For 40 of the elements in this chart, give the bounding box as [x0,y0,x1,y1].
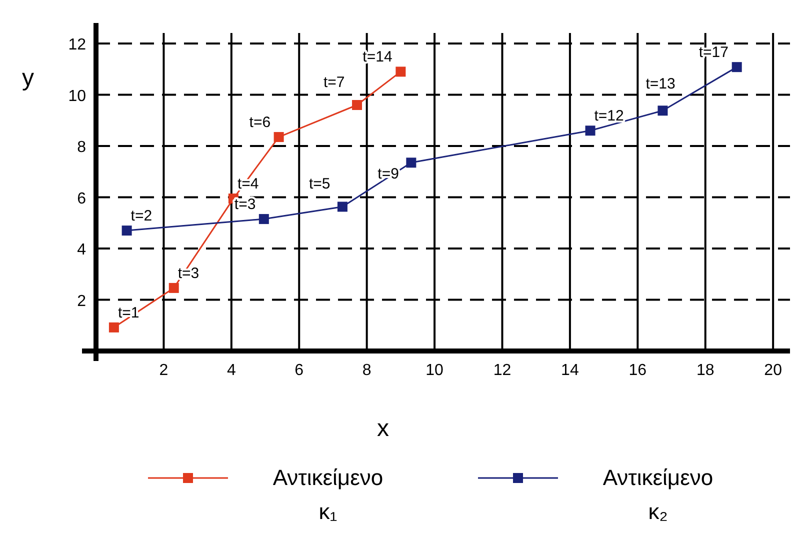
legend-label: Αντικείμενο κ₂ [602,465,714,524]
point [274,132,284,142]
point [108,322,119,332]
x-tick-label: 20 [764,362,782,379]
x-tick-label: 12 [493,362,512,379]
annotation: t=13 [646,76,676,93]
point [122,226,132,236]
point [258,214,269,224]
point [337,202,348,212]
x-tick-label: 18 [696,362,714,379]
y-tick-label: 12 [68,36,86,54]
y-tick-label: 10 [68,88,86,105]
x-tick-label: 8 [362,362,372,379]
x-tick-label: 4 [226,362,236,379]
x-tick-label: 10 [426,362,444,379]
annotation: t=12 [594,108,624,125]
x-tick-label: 14 [561,362,579,379]
annotation: t=3 [234,196,256,214]
point [406,158,416,168]
x-tick-label: 6 [294,362,304,379]
y-tick-label: 8 [77,139,86,156]
legend-label: Αντικείμενο κ₁ [272,465,384,524]
y-axis-title: y [22,64,34,92]
annotation: t=2 [130,208,152,225]
point [352,100,362,110]
annotation: t=7 [324,74,345,91]
annotation: t=6 [249,114,271,132]
annotation: t=5 [308,176,330,193]
y-tick-label: 4 [77,242,86,258]
point [658,106,668,116]
x-tick-label: 16 [628,362,647,379]
annotation: t=1 [118,304,140,322]
point [732,62,742,72]
point [168,282,179,293]
x-tick-label: 2 [159,362,168,379]
point [585,126,596,136]
x-axis-title: x [377,415,389,442]
point [396,66,406,77]
y-tick-label: 6 [77,190,86,208]
y-tick-label: 2 [77,292,86,310]
